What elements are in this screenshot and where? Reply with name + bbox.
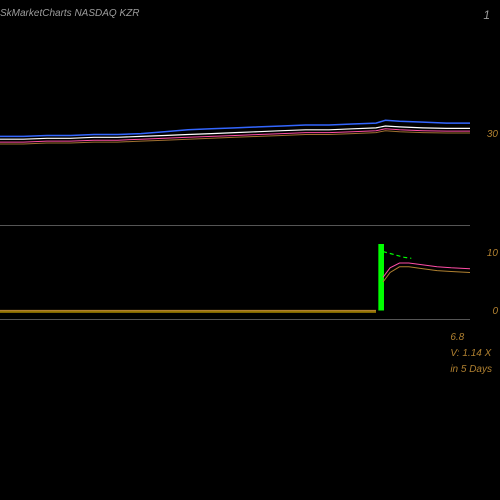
axis-label: 30 [487,129,498,140]
upper-price-chart: 30 [0,30,500,220]
info-readout: 6.8V: 1.14 Xin 5 Days [450,330,492,378]
lower-indicator-chart: 10 0 [0,225,500,320]
info-line: V: 1.14 X [450,346,492,362]
axis-label: 0 [492,306,498,317]
header-right-value: 1 [483,8,490,22]
axis-label: 10 [487,248,498,259]
info-line: 6.8 [450,330,492,346]
info-line: in 5 Days [450,362,492,378]
ticker-title: SkMarketCharts NASDAQ KZR [0,8,139,19]
